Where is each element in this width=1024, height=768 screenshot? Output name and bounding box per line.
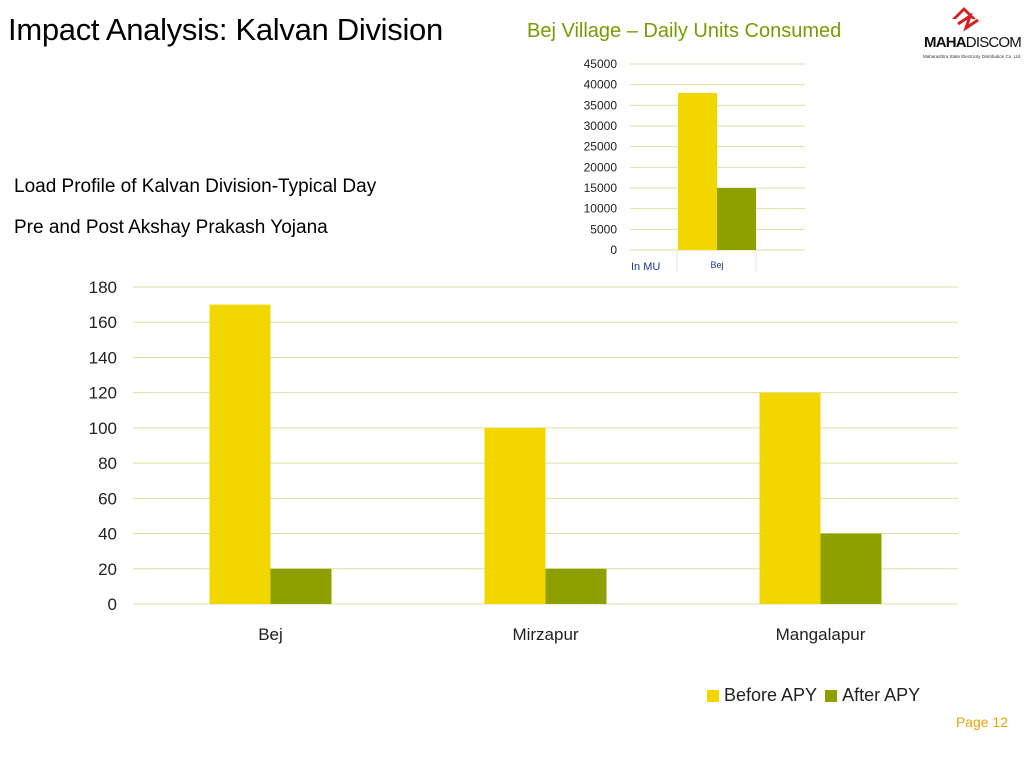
legend-swatch-before — [707, 689, 719, 702]
legend-item-after: After APY — [825, 685, 920, 706]
main-y-tick-label: 60 — [98, 489, 117, 508]
main-y-tick-label: 100 — [89, 419, 117, 438]
small-bar-before — [678, 92, 717, 250]
small-x-tick-label: Bej — [710, 260, 723, 270]
logo-tagline: Maharashtra State Electricity Distributi… — [923, 54, 1022, 59]
small-y-tick-label: 45000 — [584, 57, 618, 71]
logo-brand-bold: MAHA — [924, 34, 967, 51]
small-y-tick-label: 40000 — [584, 78, 618, 92]
main-y-tick-label: 0 — [108, 595, 117, 614]
main-bar-after — [545, 568, 607, 604]
main-y-tick-label: 120 — [89, 384, 117, 403]
small-y-tick-label: 30000 — [584, 119, 618, 133]
legend-swatch-after — [825, 689, 838, 702]
small-chart-title: Bej Village – Daily Units Consumed — [527, 20, 842, 42]
main-x-tick-label: Mangalapur — [776, 625, 866, 644]
subtitle-line-1: Load Profile of Kalvan Division-Typical … — [14, 176, 377, 197]
slide-title: Impact Analysis: Kalvan Division — [8, 12, 443, 47]
small-bar-after — [717, 188, 756, 250]
subtitle-line-2: Pre and Post Akshay Prakash Yojana — [14, 217, 328, 238]
main-bar-before — [209, 304, 271, 604]
mahadiscom-logo-icon — [952, 7, 979, 32]
logo-brand-rest: DISCOM — [965, 34, 1022, 51]
small-y-tick-label: 25000 — [584, 140, 618, 154]
logo-wordmark: MAHADISCOM — [924, 34, 1022, 51]
small-y-tick-label: 5000 — [590, 222, 617, 236]
main-bar-before — [484, 427, 546, 604]
main-y-tick-label: 140 — [89, 348, 117, 367]
small-y-tick-label: 20000 — [584, 160, 618, 174]
main-bar-before — [759, 392, 821, 604]
main-y-tick-label: 180 — [89, 278, 117, 297]
legend-item-before: Before APY — [707, 685, 817, 706]
main-y-tick-label: 160 — [89, 313, 117, 332]
legend-label-after: After APY — [842, 685, 921, 705]
small-unit-label: In MU — [631, 261, 660, 273]
main-y-tick-label: 80 — [98, 454, 117, 473]
legend-label-before: Before APY — [724, 685, 818, 705]
small-y-tick-label: 35000 — [584, 98, 618, 112]
mahadiscom-logo: MAHADISCOM Maharashtra State Electricity… — [920, 2, 1022, 64]
page-number: Page 12 — [955, 714, 1008, 730]
main-bar-after — [820, 533, 882, 604]
small-y-tick-label: 10000 — [584, 202, 618, 216]
small-y-tick-label: 0 — [610, 243, 617, 257]
chart-legend: Before APY After APY — [707, 685, 928, 706]
small-y-tick-label: 15000 — [584, 181, 618, 195]
main-y-tick-label: 40 — [98, 525, 117, 544]
main-x-tick-label: Mirzapur — [512, 625, 578, 644]
main-y-tick-label: 20 — [98, 560, 117, 579]
main-bar-after — [270, 568, 332, 604]
main-x-tick-label: Bej — [258, 625, 283, 644]
